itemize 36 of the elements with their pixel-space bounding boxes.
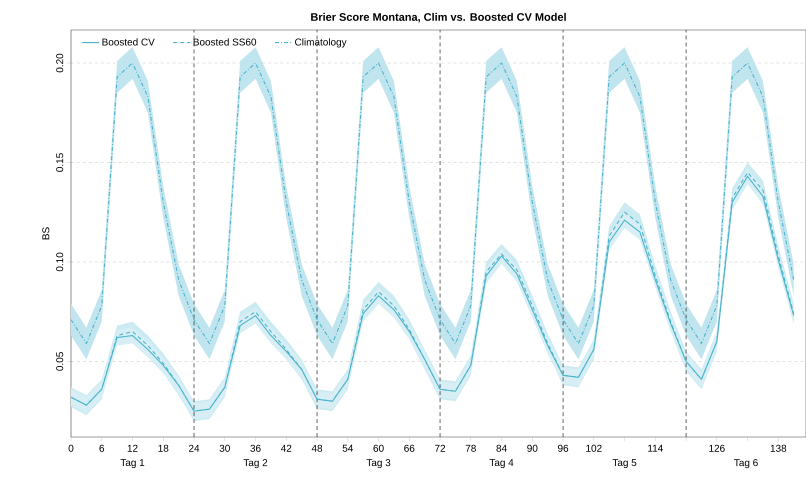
y-tick-label: 0.15 xyxy=(56,153,64,172)
x-tick-label: 36 xyxy=(250,444,261,452)
x-tick-label: 0 xyxy=(68,444,74,452)
x-tick-label: 18 xyxy=(158,444,168,452)
x-tick-label: 12 xyxy=(128,444,138,452)
x-tick-label: 90 xyxy=(527,444,538,452)
legend-label: Boosted CV xyxy=(102,38,155,46)
text: Tag 2 xyxy=(244,459,268,468)
x-tick-label: 72 xyxy=(435,444,446,452)
x-tick-label: 138 xyxy=(770,444,786,452)
y-tick-label: 0.05 xyxy=(56,352,64,371)
text: Tag 4 xyxy=(490,459,514,468)
x-tick-label: 84 xyxy=(496,444,507,452)
x-tick-label: 42 xyxy=(280,444,292,452)
text: Tag 5 xyxy=(612,459,636,468)
text: Tag 6 xyxy=(734,459,758,468)
x-tick-label: 126 xyxy=(709,444,725,452)
chart-title: Brier Score Montana, Clim vs. Boosted CV Model xyxy=(311,12,566,22)
y-tick-label: 0.10 xyxy=(56,252,64,272)
x-tick-label: 96 xyxy=(558,444,568,452)
x-tick-label: 78 xyxy=(466,444,476,452)
x-tick-label: 60 xyxy=(373,444,384,452)
x-tick-label: 6 xyxy=(99,444,104,452)
legend-label: Climatology xyxy=(295,38,347,48)
y-axis-title: BS xyxy=(42,227,50,240)
x-tick-label: 114 xyxy=(648,444,663,452)
x-tick-label: 66 xyxy=(404,444,414,452)
x-tick-label: 24 xyxy=(188,444,200,452)
text: Tag 1 xyxy=(120,459,144,468)
x-tick-label: 54 xyxy=(342,444,354,452)
x-tick-label: 102 xyxy=(586,444,602,452)
text: Tag 3 xyxy=(366,459,390,468)
y-tick-label: 0.20 xyxy=(56,54,64,72)
legend-label: Boosted SS60 xyxy=(194,38,256,46)
x-tick-label: 48 xyxy=(312,444,322,452)
x-tick-label: 30 xyxy=(220,444,230,452)
